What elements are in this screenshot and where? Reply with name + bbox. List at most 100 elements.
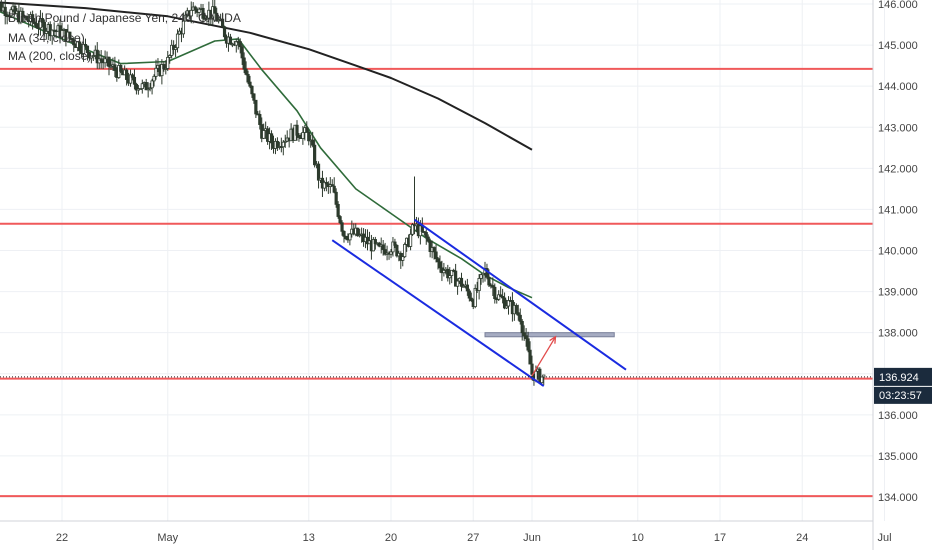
candle-body — [119, 65, 123, 72]
x-tick-label: Jun — [523, 532, 541, 544]
candle-body — [477, 277, 481, 291]
target-arrow[interactable] — [531, 336, 557, 377]
channel-line[interactable] — [413, 218, 627, 371]
candle-body — [281, 141, 285, 148]
y-tick-label: 138.000 — [878, 328, 918, 340]
y-tick-label: 146.000 — [878, 0, 918, 11]
candle-body — [426, 236, 430, 242]
candle-body — [434, 251, 438, 260]
candle-body — [283, 140, 287, 143]
candle-body — [21, 10, 25, 17]
candle-body — [213, 6, 217, 14]
candle-body — [78, 41, 82, 52]
last-price-label: 136.924 — [879, 372, 919, 384]
countdown-label: 03:23:57 — [879, 390, 922, 402]
legend-symbol[interactable]: British Pound / Japanese Yen, 240, OANDA — [8, 11, 241, 25]
candle-body — [42, 21, 46, 34]
candle-body — [356, 227, 360, 237]
candle-body — [70, 37, 74, 41]
candle-body — [311, 139, 315, 146]
candle-body — [504, 305, 509, 309]
candle-body — [467, 290, 471, 299]
candle-body — [340, 222, 344, 232]
y-tick-label: 139.000 — [878, 287, 918, 299]
x-tick-label: May — [157, 532, 178, 544]
ma-200-group — [0, 1, 533, 151]
candle-body — [275, 140, 280, 148]
candle-body — [524, 335, 528, 340]
candle-body — [373, 239, 377, 245]
candle-body — [307, 131, 311, 142]
candle-body — [19, 10, 23, 23]
x-tick-label: Jul — [877, 532, 891, 544]
legend-ma-34[interactable]: MA (34, close) — [8, 31, 85, 45]
last-price-label-group: 136.924 03:23:57 — [874, 367, 932, 404]
candle-body — [487, 276, 491, 286]
x-tick-label: 20 — [385, 532, 397, 544]
candle-body — [132, 76, 137, 85]
candle-body — [138, 88, 142, 91]
candle-body — [193, 6, 197, 11]
ma-200-line[interactable] — [0, 1, 533, 151]
candle-body — [461, 285, 466, 288]
candle-body — [189, 9, 193, 17]
candle-body — [130, 74, 135, 78]
candle-body — [222, 26, 227, 38]
candle-body — [152, 75, 156, 82]
channel-line[interactable] — [331, 239, 545, 387]
target-zone[interactable] — [484, 332, 615, 338]
candle-body — [526, 338, 530, 351]
candle-body — [381, 244, 385, 250]
candle-body — [438, 261, 442, 269]
y-tick-label: 140.000 — [878, 246, 918, 258]
candle-body — [31, 14, 35, 23]
candle-body — [391, 241, 395, 253]
candle-body — [540, 376, 544, 384]
candle-body — [125, 69, 129, 80]
candle-body — [469, 297, 473, 301]
candle-body — [383, 249, 387, 255]
x-tick-label: 22 — [56, 532, 68, 544]
candle-body — [38, 18, 43, 29]
candle-body — [175, 33, 180, 49]
candle-body — [520, 321, 524, 334]
candle-body — [238, 41, 242, 48]
candle-body — [109, 65, 113, 68]
candle-body — [522, 332, 526, 337]
candle-body — [455, 280, 460, 287]
candle-body — [502, 297, 507, 309]
candle-body — [442, 269, 446, 274]
candle-body — [516, 312, 520, 316]
candle-body — [85, 45, 90, 53]
candle-body — [160, 64, 164, 77]
candle-body — [3, 6, 7, 17]
candle-body — [262, 130, 266, 139]
candle-body — [164, 68, 168, 70]
candle-body — [220, 18, 225, 28]
legend-ma-200[interactable]: MA (200, close) — [8, 49, 91, 63]
y-tick-label: 145.000 — [878, 40, 918, 52]
candle-body — [154, 67, 158, 77]
channel-group — [331, 218, 627, 387]
candle-body — [493, 286, 497, 300]
candle-body — [240, 46, 244, 59]
candle-body — [269, 133, 274, 144]
candle-body — [95, 49, 99, 64]
candle-body — [334, 191, 338, 205]
candle-body — [107, 56, 111, 67]
candle-body — [295, 124, 299, 136]
candle-body — [181, 20, 186, 35]
candle-body — [170, 44, 174, 56]
candle-body — [228, 36, 233, 45]
candle-body — [481, 272, 485, 276]
candle-body — [479, 274, 483, 279]
candle-body — [103, 58, 107, 64]
time-axis[interactable]: 22 May 13 20 27 Jun 10 17 24 Jul — [56, 532, 892, 544]
candle-body — [89, 55, 93, 59]
candle-body — [297, 134, 301, 138]
y-tick-label: 144.000 — [878, 81, 918, 93]
candle-body — [436, 258, 440, 263]
candle-body — [428, 240, 432, 252]
